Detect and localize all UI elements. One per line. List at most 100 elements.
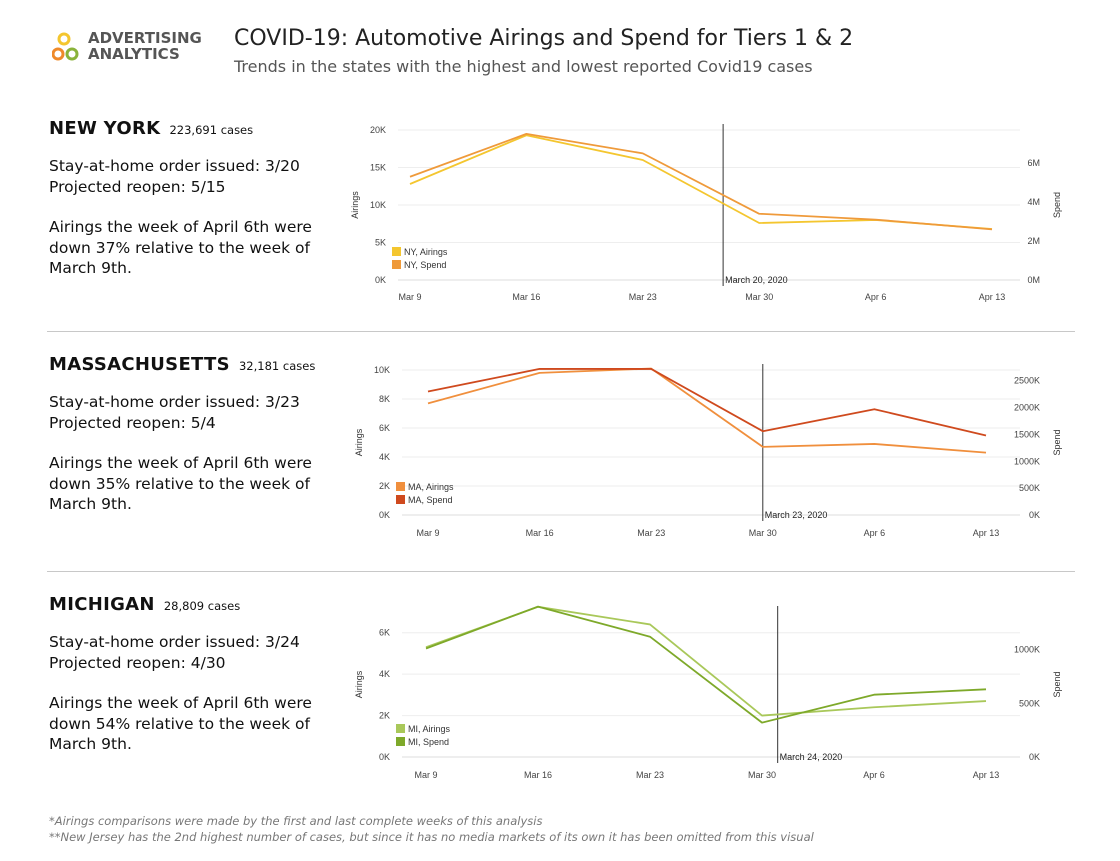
chart-michigan: 0K 2K 4K 6K 0K 500K 1000K Airings Spend Mar 9 Mar … [354,605,1062,780]
series-line [409,132,993,231]
state-name: NEW YORK [49,118,161,139]
state-info-mi: MICHIGAN 28,809 cases Stay-at-home order… [49,594,339,755]
y-axis-label: Airings [350,191,360,219]
footnote-1: *Airings comparisons were made by the fi… [49,814,543,828]
series-line [427,368,987,437]
state-name: MICHIGAN [49,594,155,615]
y2-tick-label: 2M [1027,236,1040,246]
y2-tick-label: 0K [1029,510,1040,520]
page-subtitle: Trends in the states with the highest an… [234,57,813,76]
airings-note: Airings the week of April 6th were down … [49,694,312,753]
airings-note: Airings the week of April 6th were down … [49,454,312,513]
x-tick-label: Mar 23 [636,770,664,780]
y2-tick-label: 0K [1029,752,1040,762]
y2-tick-label: 2500K [1014,376,1040,386]
state-cases: 223,691 cases [169,123,254,137]
x-tick-label: Apr 6 [864,528,886,538]
y2-tick-label: 6M [1027,158,1040,168]
y2-tick-label: 1000K [1014,645,1040,655]
logo-icon [51,32,79,61]
y-tick-label: 5K [375,238,386,248]
airings-note: Airings the week of April 6th were down … [49,218,312,277]
legend-swatch [392,247,401,256]
y-tick-label: 4K [379,452,390,462]
y-tick-label: 4K [379,669,390,679]
y2-axis-label: Spend [1052,671,1062,697]
y-axis-label: Airings [354,670,364,698]
y2-tick-label: 1000K [1014,456,1040,466]
y2-tick-label: 4M [1027,197,1040,207]
series-line [409,134,993,230]
logo-line-2: ANALYTICS [88,45,180,63]
y-tick-label: 0K [379,510,390,520]
projected-reopen: Projected reopen: 5/4 [49,413,216,432]
y-tick-label: 10K [374,365,390,375]
y2-axis-label: Spend [1052,429,1062,455]
y2-tick-label: 500K [1019,483,1040,493]
x-tick-label: Apr 13 [979,292,1006,302]
legend-label: MI, Spend [408,737,449,747]
state-name: MASSACHUSETTS [49,354,230,375]
x-tick-label: Mar 16 [524,770,552,780]
legend-label: MA, Spend [408,495,453,505]
y-tick-label: 2K [379,711,390,721]
legend-label: NY, Spend [404,260,446,270]
advertising-analytics-logo: ADVERTISING ANALYTICS [51,29,212,66]
section-divider [47,571,1075,572]
x-tick-label: Mar 9 [416,528,439,538]
y-tick-label: 10K [370,200,386,210]
section-divider [47,331,1075,332]
y-tick-label: 0K [379,752,390,762]
x-tick-label: Apr 6 [865,292,887,302]
x-tick-label: Mar 23 [637,528,665,538]
x-tick-label: Apr 6 [863,770,885,780]
stay-home-marker-label: March 23, 2020 [765,510,828,520]
stay-home-order: Stay-at-home order issued: 3/20 [49,157,300,175]
legend-label: NY, Airings [404,247,448,257]
footnote-2: **New Jersey has the 2nd highest number … [49,830,814,844]
x-tick-label: Mar 9 [414,770,437,780]
y-tick-label: 20K [370,125,386,135]
legend-swatch [396,482,405,491]
legend-swatch [392,260,401,269]
stay-home-marker-label: March 20, 2020 [725,275,788,285]
projected-reopen: Projected reopen: 5/15 [49,177,226,196]
y-axis-label: Airings [354,428,364,456]
y-tick-label: 0K [375,275,386,285]
state-cases: 32,181 cases [238,359,316,373]
x-tick-label: Apr 13 [973,770,1000,780]
y2-tick-label: 2000K [1014,403,1040,413]
chart-new-york: 0K 5K 10K 15K 20K 0M 2M 4M 6M Airings Spend Mar 9 Ma… [350,124,1062,302]
stay-home-order: Stay-at-home order issued: 3/24 [49,633,300,651]
y-tick-label: 2K [379,481,390,491]
y2-tick-label: 1500K [1014,429,1040,439]
state-cases: 28,809 cases [163,599,241,613]
y-tick-label: 6K [379,628,390,638]
chart-massachusetts: 0K 2K 4K 6K 8K 10K 0K 500K 1000K 1500K 2000K 2500K A… [354,364,1062,538]
x-tick-label: Mar 30 [745,292,773,302]
x-tick-label: Mar 30 [749,528,777,538]
legend-swatch [396,495,405,504]
y-tick-label: 15K [370,163,386,173]
projected-reopen: Projected reopen: 4/30 [49,653,226,672]
legend-label: MI, Airings [408,724,451,734]
stay-home-marker-label: March 24, 2020 [780,752,843,762]
y-tick-label: 6K [379,423,390,433]
state-info-ny: NEW YORK 223,691 cases Stay-at-home orde… [49,118,339,279]
y2-tick-label: 0M [1027,275,1040,285]
legend-swatch [396,724,405,733]
y-tick-label: 8K [379,394,390,404]
x-tick-label: Mar 23 [629,292,657,302]
y2-axis-label: Spend [1052,192,1062,218]
series-line [425,605,987,717]
y2-tick-label: 500K [1019,698,1040,708]
legend-swatch [396,737,405,746]
stay-home-order: Stay-at-home order issued: 3/23 [49,393,300,411]
x-tick-label: Mar 16 [526,528,554,538]
state-info-ma: MASSACHUSETTS 32,181 cases Stay-at-home … [49,354,339,515]
x-tick-label: Mar 30 [748,770,776,780]
x-tick-label: Mar 16 [512,292,540,302]
logo-line-1: ADVERTISING [88,29,202,47]
x-tick-label: Apr 13 [973,528,1000,538]
legend-label: MA, Airings [408,482,454,492]
